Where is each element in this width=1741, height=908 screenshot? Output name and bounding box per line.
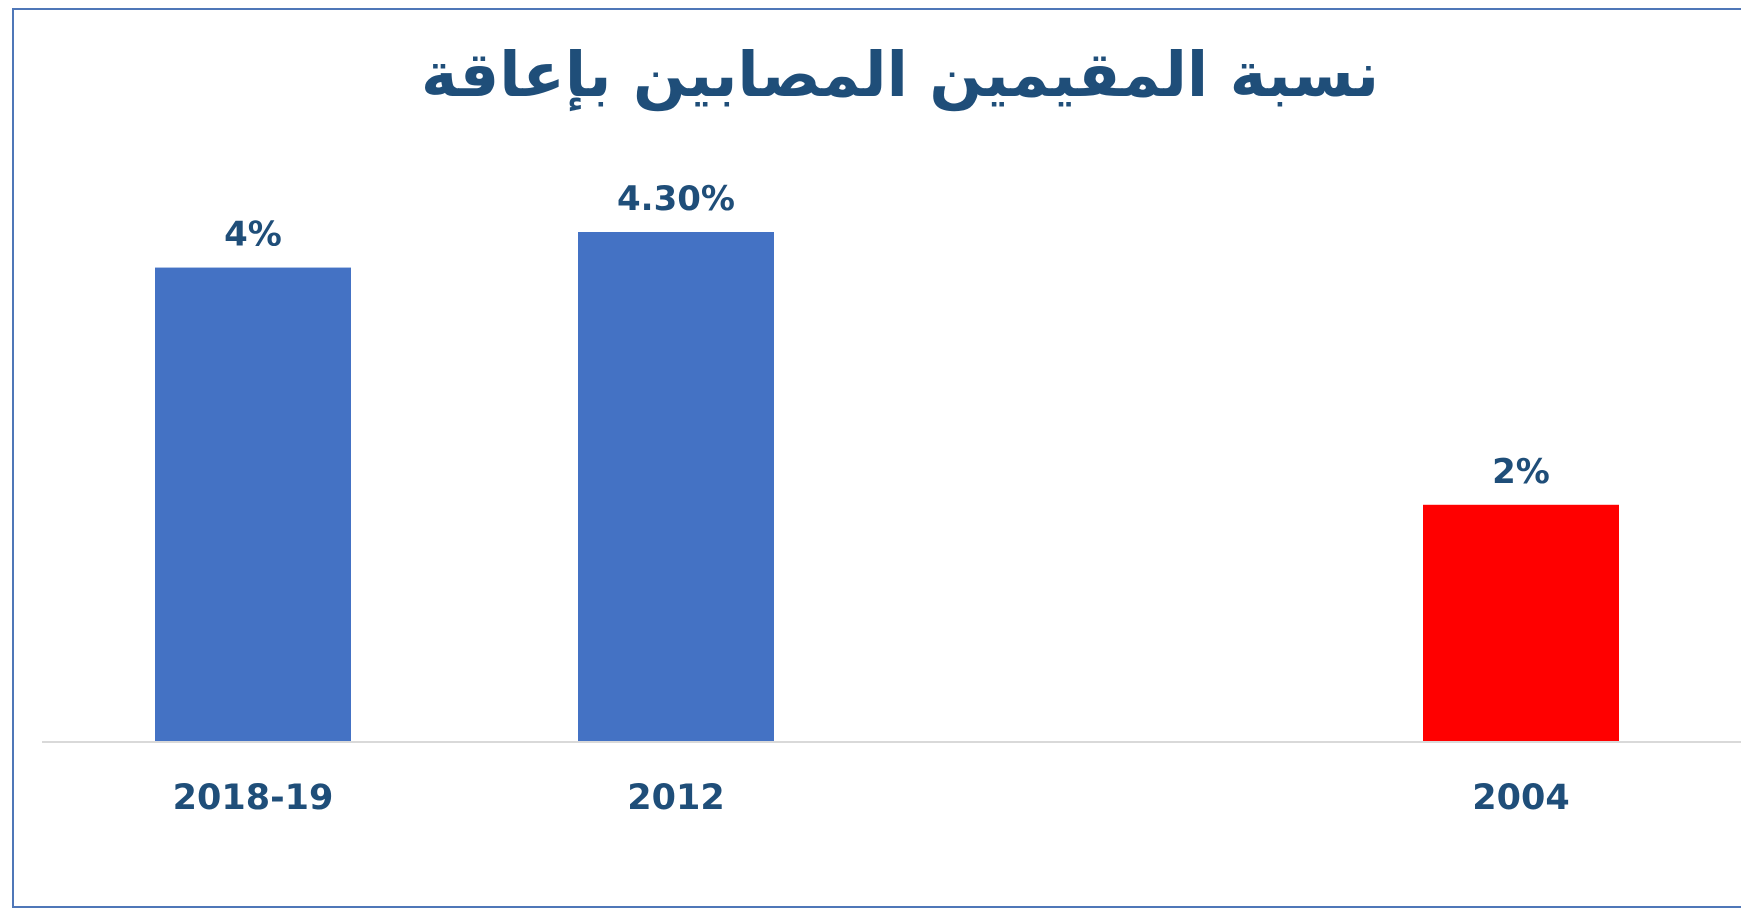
chart-title: نسبة المقيمين المصابين بإعاقة <box>421 38 1379 111</box>
bar-2018-19 <box>155 267 351 742</box>
data-label-2004: 2% <box>1492 452 1550 492</box>
category-label-2012: 2012 <box>627 778 724 818</box>
data-label-2018-19: 4% <box>224 215 282 255</box>
bar-2012 <box>578 232 774 742</box>
labels-group: 4% 2018-19 4.30% 2012 2% 2004 <box>173 179 1570 818</box>
bars-group <box>155 232 1619 742</box>
category-label-2004: 2004 <box>1472 778 1569 818</box>
category-label-2018-19: 2018-19 <box>173 778 334 818</box>
data-label-2012: 4.30% <box>617 179 735 219</box>
bar-2004 <box>1423 504 1619 742</box>
chart-plot: 4% 2018-19 4.30% 2012 2% 2004 <box>42 179 1741 818</box>
